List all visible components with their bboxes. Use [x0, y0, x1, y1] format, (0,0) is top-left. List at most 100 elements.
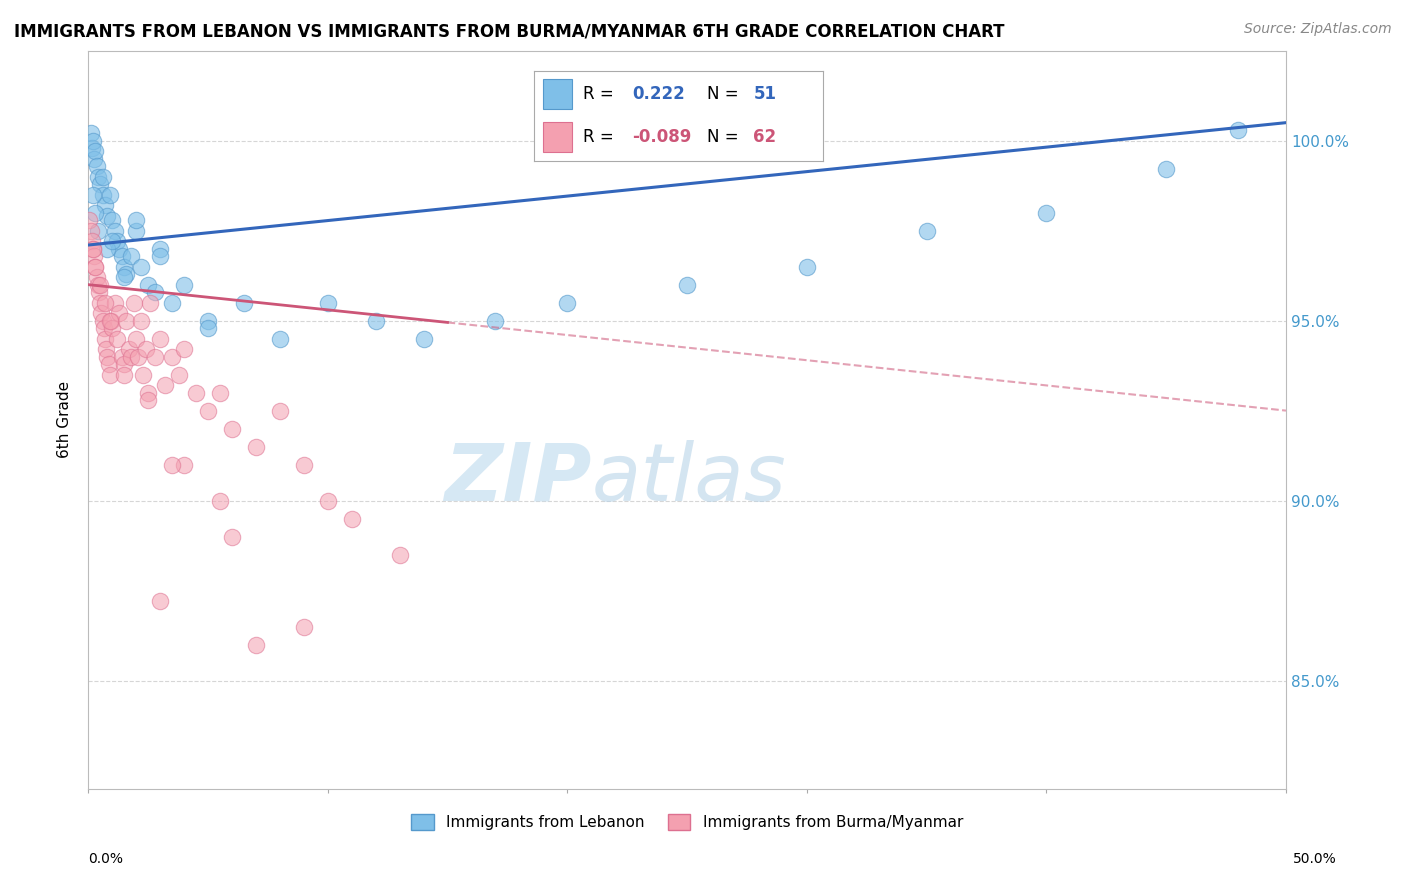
Point [184, 385, 207, 400]
Point [173, 277, 195, 292]
Point [555, 295, 578, 310]
Point [87, 285, 110, 299]
Point [84, 145, 107, 159]
Point [167, 368, 190, 382]
Point [136, 392, 159, 407]
Y-axis label: 6th Grade: 6th Grade [58, 381, 72, 458]
Point [149, 242, 172, 256]
Point [89, 177, 111, 191]
Point [364, 313, 387, 327]
Point [197, 403, 219, 417]
Text: R =: R = [583, 128, 614, 146]
Point [91, 313, 114, 327]
Point [118, 343, 141, 357]
Point [97, 357, 120, 371]
Point [103, 224, 125, 238]
Text: 51: 51 [754, 85, 776, 103]
Point [160, 350, 183, 364]
Point [112, 368, 135, 382]
Point [89, 277, 111, 292]
Point [136, 385, 159, 400]
Point [86, 270, 108, 285]
Point [82, 134, 104, 148]
Point [125, 224, 148, 238]
Point [197, 321, 219, 335]
Point [82, 187, 104, 202]
Point [105, 332, 128, 346]
Point [82, 242, 104, 256]
Point [84, 205, 107, 219]
Point [83, 249, 105, 263]
Point [98, 313, 121, 327]
Point [79, 127, 101, 141]
Point [89, 295, 111, 310]
Point [100, 313, 122, 327]
Point [232, 295, 254, 310]
Point [127, 350, 149, 364]
Text: N =: N = [707, 85, 738, 103]
Point [160, 458, 183, 472]
Point [80, 141, 103, 155]
FancyBboxPatch shape [543, 79, 572, 109]
Point [316, 295, 339, 310]
Point [84, 260, 107, 274]
Point [143, 350, 166, 364]
Point [245, 638, 267, 652]
Point [208, 493, 231, 508]
Point [120, 249, 142, 263]
Legend: Immigrants from Lebanon, Immigrants from Burma/Myanmar: Immigrants from Lebanon, Immigrants from… [405, 808, 969, 836]
Point [112, 357, 135, 371]
Point [136, 277, 159, 292]
Text: N =: N = [707, 128, 738, 146]
Text: 50.0%: 50.0% [1292, 852, 1337, 866]
Point [98, 368, 121, 382]
Point [90, 306, 112, 320]
Point [676, 277, 699, 292]
Point [112, 260, 135, 274]
Point [87, 169, 110, 184]
Point [115, 313, 138, 327]
Point [96, 209, 118, 223]
Point [101, 321, 124, 335]
Point [86, 159, 108, 173]
Text: -0.089: -0.089 [633, 128, 692, 146]
Point [340, 511, 363, 525]
Point [101, 235, 124, 249]
Text: R =: R = [583, 85, 614, 103]
Point [796, 260, 818, 274]
Point [125, 212, 148, 227]
Point [82, 242, 104, 256]
Point [93, 321, 115, 335]
Point [94, 295, 117, 310]
Point [108, 306, 131, 320]
Point [91, 169, 114, 184]
Point [269, 332, 291, 346]
Point [173, 458, 195, 472]
Point [197, 313, 219, 327]
Point [129, 313, 152, 327]
Point [120, 350, 142, 364]
Point [122, 295, 145, 310]
Point [1035, 205, 1057, 219]
Point [101, 212, 124, 227]
Point [94, 332, 117, 346]
Point [269, 403, 291, 417]
Point [316, 493, 339, 508]
Point [135, 343, 157, 357]
Point [79, 224, 101, 238]
Point [149, 594, 172, 608]
Point [245, 440, 267, 454]
Point [139, 295, 162, 310]
Point [84, 260, 107, 274]
Text: Source: ZipAtlas.com: Source: ZipAtlas.com [1244, 22, 1392, 37]
Point [132, 368, 155, 382]
Point [79, 212, 101, 227]
Point [484, 313, 506, 327]
Point [112, 270, 135, 285]
Point [221, 421, 243, 435]
Point [87, 224, 110, 238]
Point [91, 187, 114, 202]
Point [115, 267, 138, 281]
Point [143, 285, 166, 299]
Point [412, 332, 434, 346]
